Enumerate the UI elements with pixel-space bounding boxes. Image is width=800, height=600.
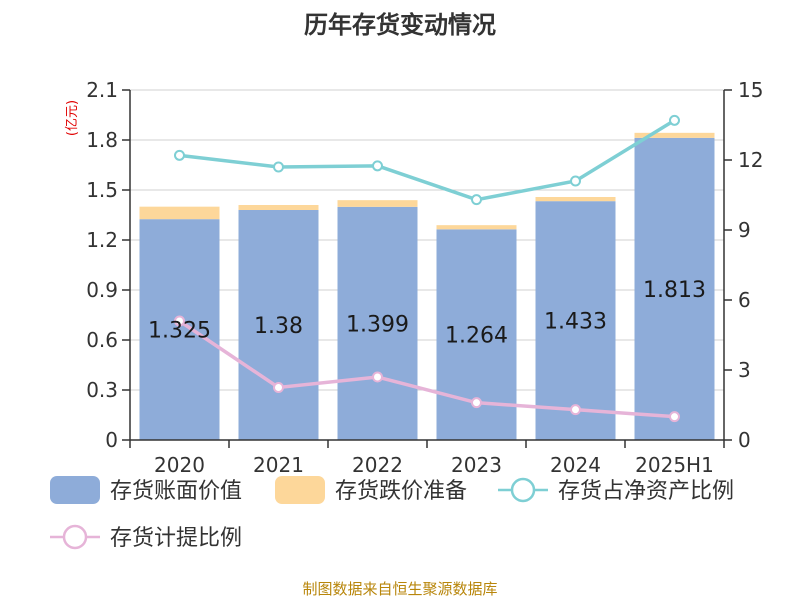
left-tick-label: 0.3	[86, 378, 118, 402]
line-point	[471, 397, 482, 409]
bar-data-label: 1.264	[445, 324, 508, 349]
left-axis-unit: (亿元)	[65, 100, 80, 136]
axes: 0 0.3 0.6 0.9 1.2 1.5 1.8 2.1 0 3 6 9 12 15 2020 2021 20…	[86, 78, 763, 477]
line-point	[174, 149, 185, 161]
right-tick-label: 3	[738, 358, 751, 382]
right-tick-label: 12	[738, 148, 763, 172]
right-tick-label: 6	[738, 288, 751, 312]
line-point	[471, 194, 482, 206]
bar-data-label: 1.38	[254, 314, 303, 339]
line-point	[570, 175, 581, 187]
legend-swatch-0	[50, 476, 100, 504]
bar-book-value	[634, 137, 715, 441]
line-inventory-net-asset-ratio	[179, 118, 676, 202]
left-tick-label: 0.6	[86, 328, 118, 352]
left-tick-label: 1.5	[86, 178, 118, 202]
x-tick-label: 2024	[550, 453, 601, 477]
line-point	[669, 411, 680, 423]
bar-book-value	[337, 206, 418, 440]
line-point	[372, 160, 383, 172]
line-point	[669, 114, 680, 126]
bar-data-label: 1.433	[544, 310, 607, 335]
left-tick-label: 2.1	[86, 78, 118, 102]
bar-impairment	[337, 200, 418, 207]
line-point	[372, 371, 383, 383]
line-point	[273, 161, 284, 173]
bar-book-value	[238, 210, 319, 440]
legend-swatch-1	[275, 476, 325, 504]
chart-title: 历年存货变动情况	[304, 11, 496, 39]
bar-book-value	[139, 219, 220, 440]
bar-impairment	[139, 206, 220, 220]
bar-impairment	[535, 197, 616, 202]
bar-book-value	[535, 201, 616, 440]
legend-marker-3	[62, 524, 88, 550]
x-tick-label: 2022	[352, 453, 403, 477]
line-series	[174, 114, 680, 423]
line-provision-ratio	[178, 319, 675, 419]
left-tick-label: 1.8	[86, 128, 118, 152]
line-point	[273, 382, 284, 393]
legend-label-2: 存货占净资产比例	[558, 479, 734, 504]
x-tick-label: 2020	[154, 453, 205, 477]
bar-impairment	[436, 225, 517, 230]
left-tick-label: 0	[105, 428, 118, 452]
bar-series	[139, 132, 715, 441]
gridlines	[130, 89, 724, 441]
data-labels: 1.325 1.38 1.399 1.264 1.433 1.813	[148, 278, 706, 349]
source-note: 制图数据来自恒生聚源数据库	[302, 580, 497, 598]
bar-impairment	[238, 205, 319, 210]
line-point	[174, 315, 185, 327]
legend-label-3: 存货计提比例	[110, 526, 242, 551]
left-tick-label: 0.9	[86, 278, 118, 302]
bar-impairment	[634, 132, 715, 138]
x-tick-label: 2021	[253, 453, 304, 477]
bar-data-label: 1.399	[346, 312, 409, 337]
right-tick-label: 15	[738, 78, 763, 102]
right-tick-label: 0	[738, 428, 751, 452]
line-point	[570, 404, 581, 416]
bar-data-label: 1.325	[148, 319, 211, 344]
legend-label-1: 存货跌价准备	[335, 479, 467, 504]
right-tick-label: 9	[738, 218, 751, 242]
legend-label-0: 存货账面价值	[110, 479, 242, 504]
x-tick-label: 2023	[451, 453, 502, 477]
left-tick-label: 1.2	[86, 228, 118, 252]
bar-data-label: 1.813	[643, 278, 706, 303]
x-tick-label: 2025H1	[635, 453, 714, 477]
legend-marker-2	[510, 477, 536, 503]
